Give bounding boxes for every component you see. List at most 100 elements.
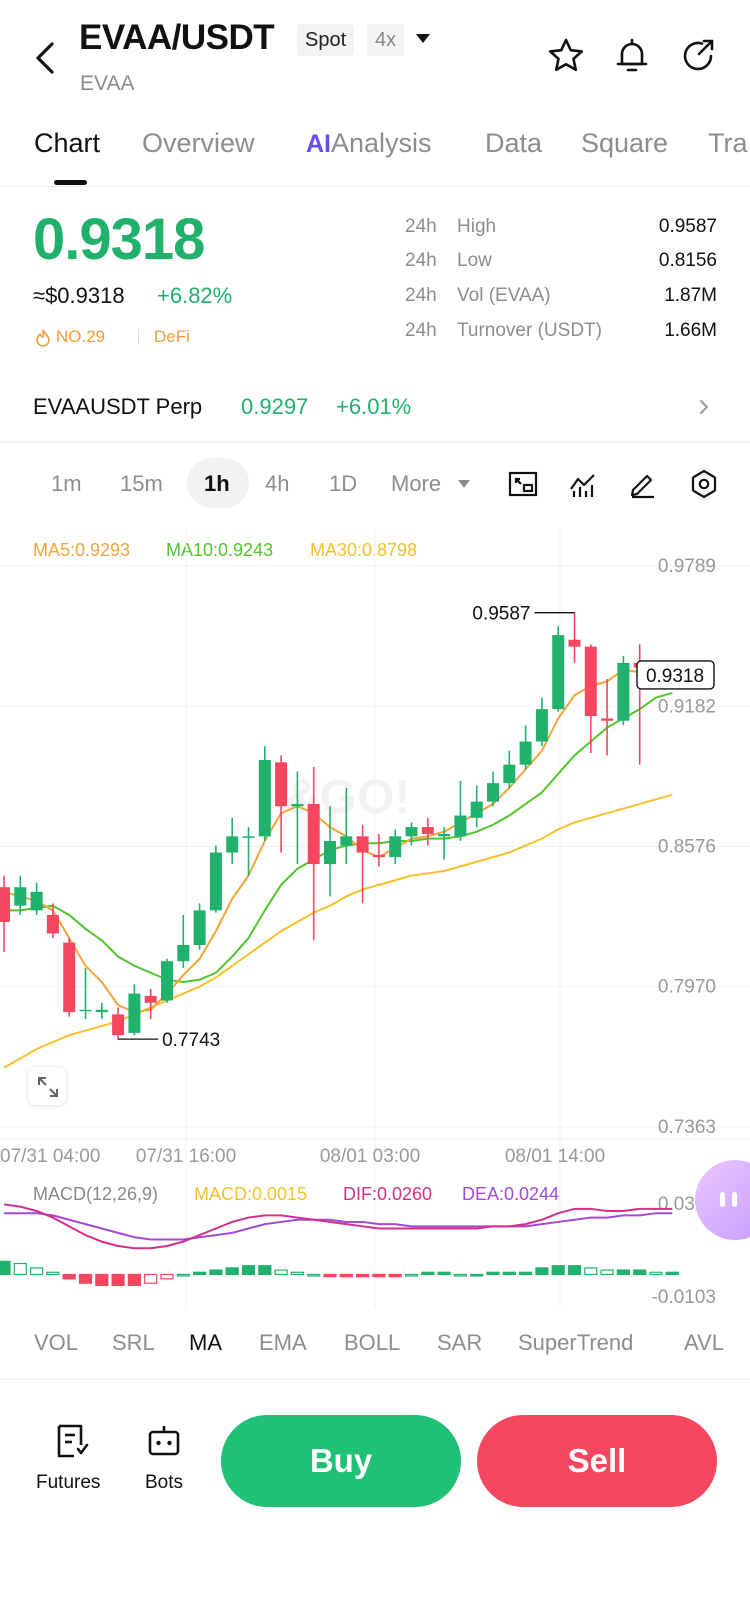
spot-badge: Spot bbox=[297, 24, 355, 56]
base-asset-name: EVAA bbox=[80, 72, 135, 95]
stat-value: 0.9587 bbox=[658, 216, 717, 237]
stat-value: 1.87M bbox=[664, 285, 717, 306]
candle-body bbox=[307, 803, 320, 865]
macd-histogram-bar bbox=[518, 1271, 533, 1276]
indicator-tab-vol[interactable]: VOL bbox=[34, 1330, 79, 1355]
indicator-tab-ema[interactable]: EMA bbox=[259, 1330, 307, 1355]
buy-button[interactable]: Buy bbox=[221, 1415, 461, 1507]
bell-icon[interactable] bbox=[612, 36, 652, 76]
interval-1m[interactable]: 1m bbox=[51, 471, 82, 496]
candle-body bbox=[177, 945, 190, 962]
stat-period: 24h bbox=[405, 285, 437, 306]
tabs-divider bbox=[0, 186, 750, 187]
stat-label: Low bbox=[457, 250, 492, 271]
tab-square[interactable]: Square bbox=[581, 128, 669, 158]
active-interval-pill bbox=[187, 458, 249, 508]
interval-more[interactable]: More bbox=[391, 471, 442, 496]
macd-histogram-bar bbox=[453, 1273, 467, 1277]
macd-histogram-bar bbox=[535, 1267, 549, 1276]
macd-histogram-bar bbox=[584, 1267, 598, 1276]
tab-analysis-label: Analysis bbox=[331, 128, 432, 158]
ma10-line bbox=[4, 691, 673, 984]
expand-chart-button[interactable] bbox=[27, 1066, 67, 1106]
macd-histogram-bar bbox=[0, 1260, 11, 1276]
indicator-icon[interactable] bbox=[568, 469, 598, 499]
indicator-tab-ma[interactable]: MA bbox=[189, 1330, 222, 1355]
settings-icon[interactable] bbox=[689, 469, 719, 499]
candle-body bbox=[340, 836, 353, 846]
bubble-icon-bar bbox=[732, 1192, 737, 1207]
star-icon[interactable] bbox=[546, 36, 586, 76]
indicator-tab-sar[interactable]: SAR bbox=[437, 1330, 483, 1355]
macd-histogram-bar bbox=[437, 1271, 451, 1276]
pair-dropdown-caret-icon[interactable] bbox=[416, 34, 430, 43]
macd-histogram-bar bbox=[421, 1271, 435, 1276]
perp-price: 0.9297 bbox=[241, 394, 309, 419]
candle-body bbox=[389, 836, 402, 858]
candle-body bbox=[128, 993, 141, 1033]
stat-volume: 24h Vol (EVAA) 1.87M bbox=[405, 285, 717, 311]
indicator-tab-avl[interactable]: AVL bbox=[684, 1330, 724, 1355]
macd-histogram-bar bbox=[290, 1271, 304, 1276]
macd-histogram-bar bbox=[633, 1269, 647, 1276]
candle-body bbox=[470, 801, 483, 818]
tab-data[interactable]: Data bbox=[485, 128, 543, 158]
candlestick-chart[interactable]: 0.9789 0.9182 0.8576 0.7970 0.7363 07/31 04:0… bbox=[0, 528, 750, 1308]
active-tab-indicator bbox=[54, 180, 87, 185]
candle-body bbox=[568, 639, 581, 647]
candle-body bbox=[79, 1009, 92, 1012]
macd-histogram-bar bbox=[209, 1269, 223, 1276]
chevron-right-icon bbox=[700, 400, 708, 414]
stat-period: 24h bbox=[405, 320, 437, 341]
ma10-legend: MA10:0.9243 bbox=[166, 540, 274, 560]
sell-button[interactable]: Sell bbox=[477, 1415, 717, 1507]
tab-overview[interactable]: Overview bbox=[142, 128, 255, 158]
interval-4h[interactable]: 4h bbox=[265, 471, 290, 496]
y-tick-label: 0.7363 bbox=[658, 1117, 716, 1138]
tab-trade[interactable]: Tra bbox=[708, 128, 748, 158]
low-marker-label: 0.7743 bbox=[162, 1030, 220, 1051]
back-icon[interactable] bbox=[30, 38, 60, 78]
high-marker-label: 0.9587 bbox=[472, 604, 530, 625]
interval-1d[interactable]: 1D bbox=[329, 471, 358, 496]
rank-badge[interactable]: NO.29 bbox=[56, 327, 106, 346]
candle-body bbox=[535, 709, 548, 742]
last-price-box bbox=[636, 660, 715, 690]
candle-body bbox=[372, 854, 385, 858]
draw-icon[interactable] bbox=[628, 469, 658, 499]
flame-icon bbox=[36, 329, 50, 347]
candle-body bbox=[584, 646, 597, 717]
indicator-tab-supertrend[interactable]: SuperTrend bbox=[518, 1330, 634, 1355]
stat-label: Vol (EVAA) bbox=[457, 285, 551, 306]
ma5-legend: MA5:0.9293 bbox=[33, 540, 131, 560]
stat-turnover: 24h Turnover (USDT) 1.66M bbox=[405, 320, 717, 346]
tab-analysis[interactable]: AIAnalysis bbox=[306, 128, 432, 159]
interval-15m[interactable]: 15m bbox=[120, 471, 163, 496]
y-tick-label: 0.9182 bbox=[658, 696, 716, 717]
stat-label: High bbox=[457, 216, 497, 237]
last-price-label: 0.9318 bbox=[646, 666, 704, 687]
candle-body bbox=[258, 760, 271, 837]
candle-body bbox=[30, 891, 43, 911]
macd-histogram-bar bbox=[567, 1265, 582, 1276]
macd-histogram-bar bbox=[258, 1265, 272, 1276]
macd-histogram-bar bbox=[665, 1271, 679, 1276]
stat-period: 24h bbox=[405, 250, 437, 271]
candle-body bbox=[617, 662, 630, 721]
indicator-tab-boll[interactable]: BOLL bbox=[344, 1330, 401, 1355]
ma30-line bbox=[3, 793, 673, 1069]
stat-value: 0.8156 bbox=[658, 250, 717, 271]
fullscreen-icon[interactable] bbox=[508, 469, 538, 499]
share-icon[interactable] bbox=[678, 36, 718, 76]
pair-title[interactable]: EVAA/USDT bbox=[79, 18, 275, 57]
macd-histogram-bar bbox=[502, 1271, 516, 1276]
sector-tag[interactable]: DeFi bbox=[154, 327, 190, 346]
candle-body bbox=[0, 887, 10, 922]
interval-1h[interactable]: 1h bbox=[204, 471, 230, 496]
macd-histogram-bar bbox=[95, 1273, 109, 1287]
ma30-legend: MA30:0.8798 bbox=[310, 540, 418, 560]
macd-histogram-bar bbox=[176, 1273, 190, 1277]
indicator-tab-srl[interactable]: SRL bbox=[112, 1330, 155, 1355]
tab-chart[interactable]: Chart bbox=[34, 128, 101, 158]
macd-histogram-bar bbox=[551, 1265, 565, 1276]
